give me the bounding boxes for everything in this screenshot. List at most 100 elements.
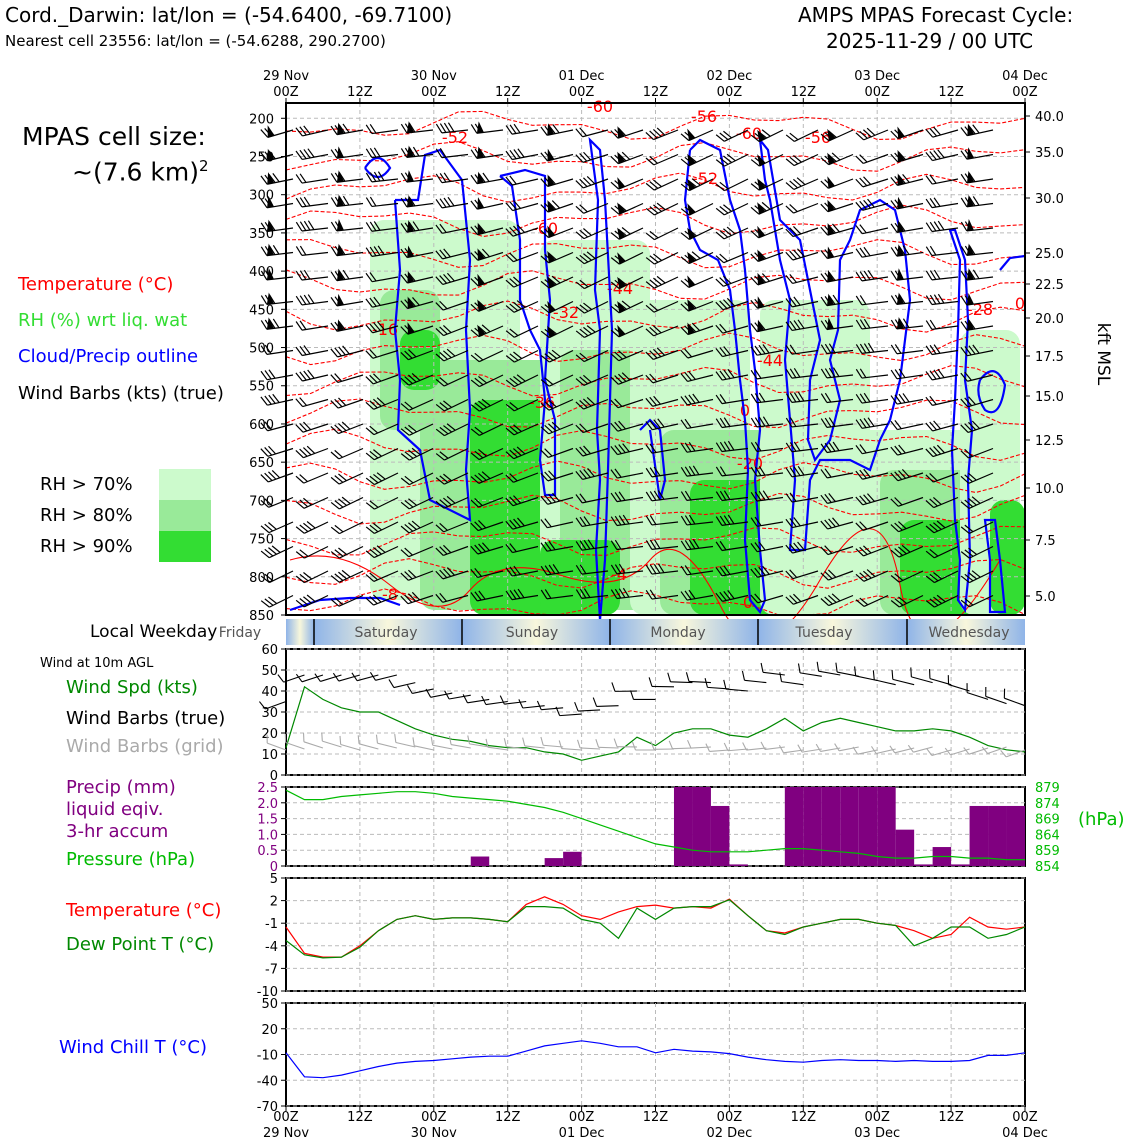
wind-barb bbox=[575, 423, 609, 434]
precip-bar bbox=[877, 787, 896, 866]
wind-barb-feather bbox=[890, 176, 898, 186]
wind-barb bbox=[855, 521, 889, 531]
wind-barb-feather bbox=[575, 354, 585, 363]
wind-barb-shaft bbox=[371, 178, 399, 183]
wind-barb-shaft bbox=[477, 178, 504, 185]
wind-barb-feather bbox=[481, 248, 490, 258]
wind-barb-feather bbox=[369, 221, 377, 232]
wind-barb-feather bbox=[583, 398, 592, 407]
wind-barb-feather bbox=[785, 467, 793, 478]
wind-barb-shaft bbox=[792, 227, 819, 238]
wind-y-tick-label: 30 bbox=[261, 706, 278, 721]
wind-barb-shaft bbox=[619, 227, 644, 240]
wind-barb-feather bbox=[723, 228, 732, 236]
wind-barb-shaft bbox=[896, 325, 924, 330]
wind-barb-feather bbox=[400, 300, 409, 310]
wind-barb bbox=[260, 393, 294, 406]
wind-barb-feather bbox=[750, 594, 759, 604]
wind-barb-feather bbox=[680, 232, 690, 240]
grid-wind-barb bbox=[467, 735, 490, 748]
wind-barb-feather bbox=[929, 245, 937, 256]
wind-barb-feather bbox=[540, 126, 548, 136]
wind-barb-feather bbox=[376, 472, 386, 480]
wind-barb-feather bbox=[509, 449, 518, 458]
wind-barb-feather bbox=[264, 523, 274, 532]
wind-barb-shaft bbox=[373, 398, 399, 410]
wind-barb-shaft bbox=[863, 153, 889, 164]
wind-barb-feather bbox=[307, 148, 315, 158]
wind-barb bbox=[610, 539, 644, 551]
wind-barb-feather bbox=[408, 593, 417, 602]
wind-barb-feather bbox=[680, 491, 688, 501]
wind-barb bbox=[960, 371, 994, 382]
wind-barb-feather bbox=[268, 547, 277, 555]
cloud-contour bbox=[758, 136, 912, 552]
windchill-y-tick-label: -10 bbox=[257, 1049, 278, 1064]
wind-barb-feather bbox=[971, 496, 981, 504]
wind-barb-feather bbox=[890, 395, 898, 405]
wind-barb-pennant bbox=[547, 250, 556, 263]
wind-barb-feather bbox=[964, 499, 974, 508]
x-tick-label-top: 12Z bbox=[791, 85, 817, 100]
wind-barb-feather bbox=[439, 499, 449, 507]
wind-barb-shaft bbox=[652, 447, 679, 454]
windchill-y-tick-label: -40 bbox=[257, 1074, 278, 1089]
wind-barb bbox=[470, 171, 504, 185]
wind-barb-pennant bbox=[617, 177, 626, 190]
legend-temperature: Temperature (°C) bbox=[18, 274, 174, 295]
wind-barb-feather bbox=[715, 231, 725, 240]
wind-barb-shaft bbox=[373, 570, 399, 582]
wind-barb-feather bbox=[680, 467, 688, 477]
wind-barb-feather bbox=[439, 377, 449, 385]
wind-barb-feather bbox=[898, 368, 906, 378]
wind-barb-shaft bbox=[304, 521, 329, 534]
precip-bar bbox=[803, 787, 822, 866]
wind-barb-feather bbox=[400, 525, 410, 534]
wind-barb-shaft bbox=[757, 545, 784, 553]
wind-barb-pennant bbox=[967, 123, 975, 136]
wind-barb-pennant bbox=[966, 170, 974, 183]
wind-barb bbox=[680, 153, 714, 167]
x-tick-label-top: 12Z bbox=[347, 85, 373, 100]
wind-barb-shaft bbox=[548, 374, 574, 387]
barb-feather bbox=[928, 669, 931, 679]
wind-barb-shaft bbox=[861, 325, 889, 330]
wind-barb-feather bbox=[863, 246, 871, 257]
wind-barb-pennant bbox=[477, 299, 486, 312]
x-tick-label-bottom: 12Z bbox=[791, 1110, 817, 1125]
wind-barb-feather bbox=[517, 517, 525, 527]
grid-wind-barb bbox=[339, 735, 361, 751]
wind-barb-feather bbox=[338, 346, 346, 356]
wind-barb-feather bbox=[400, 123, 408, 134]
wind-barb-feather bbox=[960, 501, 970, 509]
wind-barb-feather bbox=[260, 474, 269, 483]
wind-barb-feather bbox=[688, 514, 696, 525]
wind-barb bbox=[540, 225, 574, 239]
wind-barb-feather bbox=[295, 246, 303, 256]
wind-barb-feather bbox=[516, 446, 526, 455]
wind-barb bbox=[750, 344, 784, 356]
wind-barb-feather bbox=[925, 575, 935, 584]
wind-barb bbox=[610, 468, 644, 479]
wind-barb-feather bbox=[404, 523, 414, 532]
wind-barb-shaft bbox=[479, 423, 504, 437]
wind-barb bbox=[575, 127, 609, 138]
pressure-y-tick-label: 879 bbox=[1035, 781, 1060, 796]
wind-barb-shaft bbox=[688, 276, 714, 288]
wind-barb-feather bbox=[271, 469, 281, 479]
wind-barb-shaft bbox=[513, 423, 539, 436]
wind-barb-shaft bbox=[371, 251, 399, 257]
wind-barb bbox=[295, 369, 329, 382]
wind-barb bbox=[820, 517, 854, 530]
wind-barb-feather bbox=[544, 424, 553, 433]
wind-barb-feather bbox=[404, 571, 413, 580]
surface-wind-barb bbox=[891, 669, 915, 686]
wind-barb-shaft bbox=[967, 153, 994, 160]
wind-barb-feather bbox=[260, 152, 268, 162]
barb-feather bbox=[760, 741, 766, 750]
wind-barb-feather bbox=[680, 372, 688, 382]
wind-barb bbox=[505, 349, 539, 363]
wind-barb-feather bbox=[551, 421, 561, 430]
wind-barb-feather bbox=[342, 345, 350, 355]
wind-barb-shaft bbox=[269, 594, 294, 608]
